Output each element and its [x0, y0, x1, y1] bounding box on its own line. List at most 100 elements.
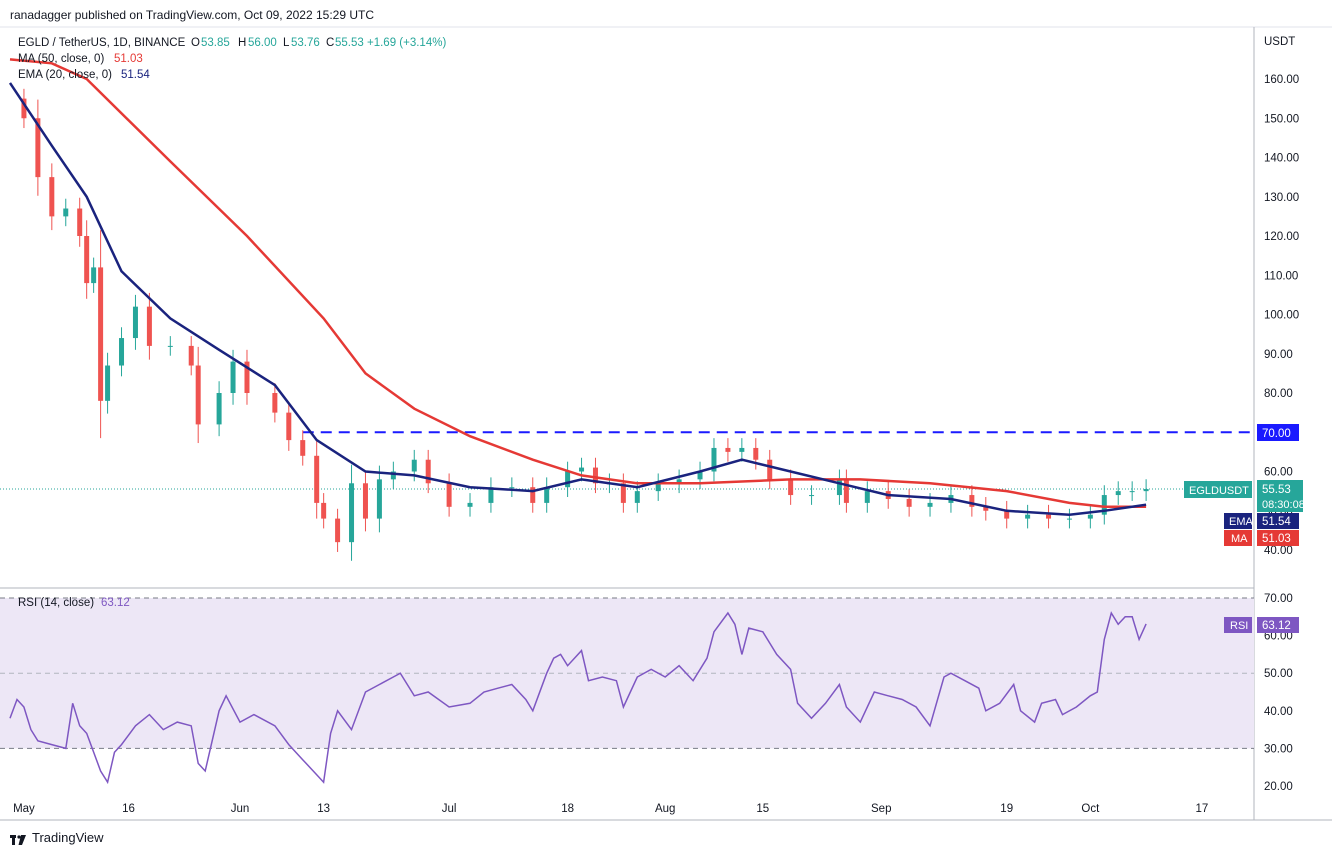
candle	[1101, 495, 1107, 515]
candle	[362, 483, 368, 519]
candle	[376, 479, 382, 519]
candle	[1115, 491, 1121, 496]
rsi-tick-label: 70.00	[1264, 593, 1293, 605]
tradingview-watermark: TradingView	[10, 830, 104, 845]
symbol-badge-text: EGLDUSDT	[1189, 485, 1249, 497]
candle	[21, 98, 27, 119]
legend-h-value: 56.00	[248, 37, 277, 49]
candle	[390, 471, 396, 480]
candle	[1143, 489, 1149, 492]
candle	[321, 502, 327, 519]
ma-badge: MA 51.03	[1224, 530, 1299, 546]
candle	[84, 236, 90, 284]
candle	[1046, 514, 1052, 519]
candle	[906, 498, 912, 507]
candle	[119, 338, 125, 366]
candle	[335, 518, 341, 543]
candle	[969, 495, 975, 507]
candle	[188, 345, 194, 366]
legend-l-value: 53.76	[291, 37, 320, 49]
symbol-badge: EGLDUSDT	[1184, 481, 1252, 498]
price-tick-label: 160.00	[1264, 74, 1299, 86]
time-tick-label: Sep	[871, 803, 891, 815]
candle	[864, 491, 870, 503]
price-tick-label: 120.00	[1264, 231, 1299, 243]
candle	[349, 483, 355, 543]
rsi-badge-value: 63.12	[1262, 620, 1291, 632]
rsi-tick-label: 50.00	[1264, 668, 1293, 680]
chart-legend: EGLD / TetherUS, 1D, BINANCE O 53.85 H 5…	[18, 37, 446, 609]
rsi-tick-label: 60.00	[1264, 631, 1293, 643]
candle	[788, 479, 794, 496]
legend-c-value: 55.53	[335, 37, 364, 49]
candle	[634, 491, 640, 503]
time-tick-label: May	[13, 803, 35, 815]
candle	[1004, 510, 1010, 519]
time-tick-label: 13	[317, 803, 330, 815]
tradingview-brand: TradingView	[32, 830, 104, 845]
candle	[286, 412, 292, 441]
legend-ema-value: 51.54	[121, 69, 150, 81]
price-badge-countdown: 08:30:08	[1262, 499, 1305, 511]
candle	[655, 483, 661, 492]
time-tick-label: 17	[1195, 803, 1208, 815]
level-badge-value: 70.00	[1262, 428, 1291, 440]
legend-ema-label: EMA (20, close, 0)	[18, 69, 112, 81]
candle	[1129, 491, 1135, 493]
rsi-badge: RSI 63.12	[1224, 617, 1299, 633]
ma50-line	[9, 58, 1147, 509]
candle	[49, 177, 55, 217]
candle	[711, 447, 717, 472]
time-tick-label: Oct	[1081, 803, 1100, 815]
legend-ma-value: 51.03	[114, 53, 143, 65]
candle	[983, 506, 989, 511]
candle	[544, 487, 550, 503]
legend-l-label: L	[283, 37, 290, 49]
candle	[63, 208, 69, 217]
price-tick-label: 60.00	[1264, 467, 1293, 479]
price-badge: 55.53 08:30:08	[1257, 480, 1305, 512]
ema-badge-value: 51.54	[1262, 516, 1291, 528]
candle	[509, 487, 515, 489]
candle	[592, 467, 598, 484]
rsi-line	[9, 611, 1147, 785]
candle	[488, 487, 494, 503]
candle	[77, 208, 83, 236]
candle	[530, 487, 536, 503]
candle	[767, 459, 773, 480]
legend-change: +1.69 (+3.14%)	[367, 37, 446, 49]
legend-symbol: EGLD / TetherUS, 1D, BINANCE	[18, 37, 186, 49]
candle	[425, 459, 431, 484]
ema-badge: EMA 51.54	[1224, 513, 1299, 529]
candle	[230, 361, 236, 393]
price-tick-label: 40.00	[1264, 545, 1293, 557]
candle	[446, 483, 452, 507]
candle	[244, 361, 250, 393]
candle	[1025, 514, 1031, 519]
candle	[1087, 514, 1093, 519]
candle	[105, 365, 111, 401]
legend-rsi-label: RSI (14, close)	[18, 597, 94, 609]
ema-badge-tag: EMA	[1229, 516, 1254, 528]
legend-rsi-value: 63.12	[101, 597, 130, 609]
candle	[927, 502, 933, 507]
candle	[167, 345, 173, 347]
candle	[565, 471, 571, 488]
price-tick-label: 130.00	[1264, 192, 1299, 204]
legend-o-label: O	[191, 37, 200, 49]
currency-label: USDT	[1264, 36, 1295, 48]
time-tick-label: Aug	[655, 803, 675, 815]
candle	[272, 393, 278, 413]
time-tick-label: 16	[122, 803, 135, 815]
candle	[300, 440, 306, 456]
price-badge-value: 55.53	[1262, 484, 1291, 496]
candle	[739, 447, 745, 452]
price-tick-label: 140.00	[1264, 153, 1299, 165]
price-tick-label: 110.00	[1264, 270, 1298, 282]
candle	[697, 471, 703, 480]
candle	[1066, 518, 1072, 520]
candle	[620, 483, 626, 503]
candle	[836, 479, 842, 496]
time-tick-label: 19	[1000, 803, 1013, 815]
